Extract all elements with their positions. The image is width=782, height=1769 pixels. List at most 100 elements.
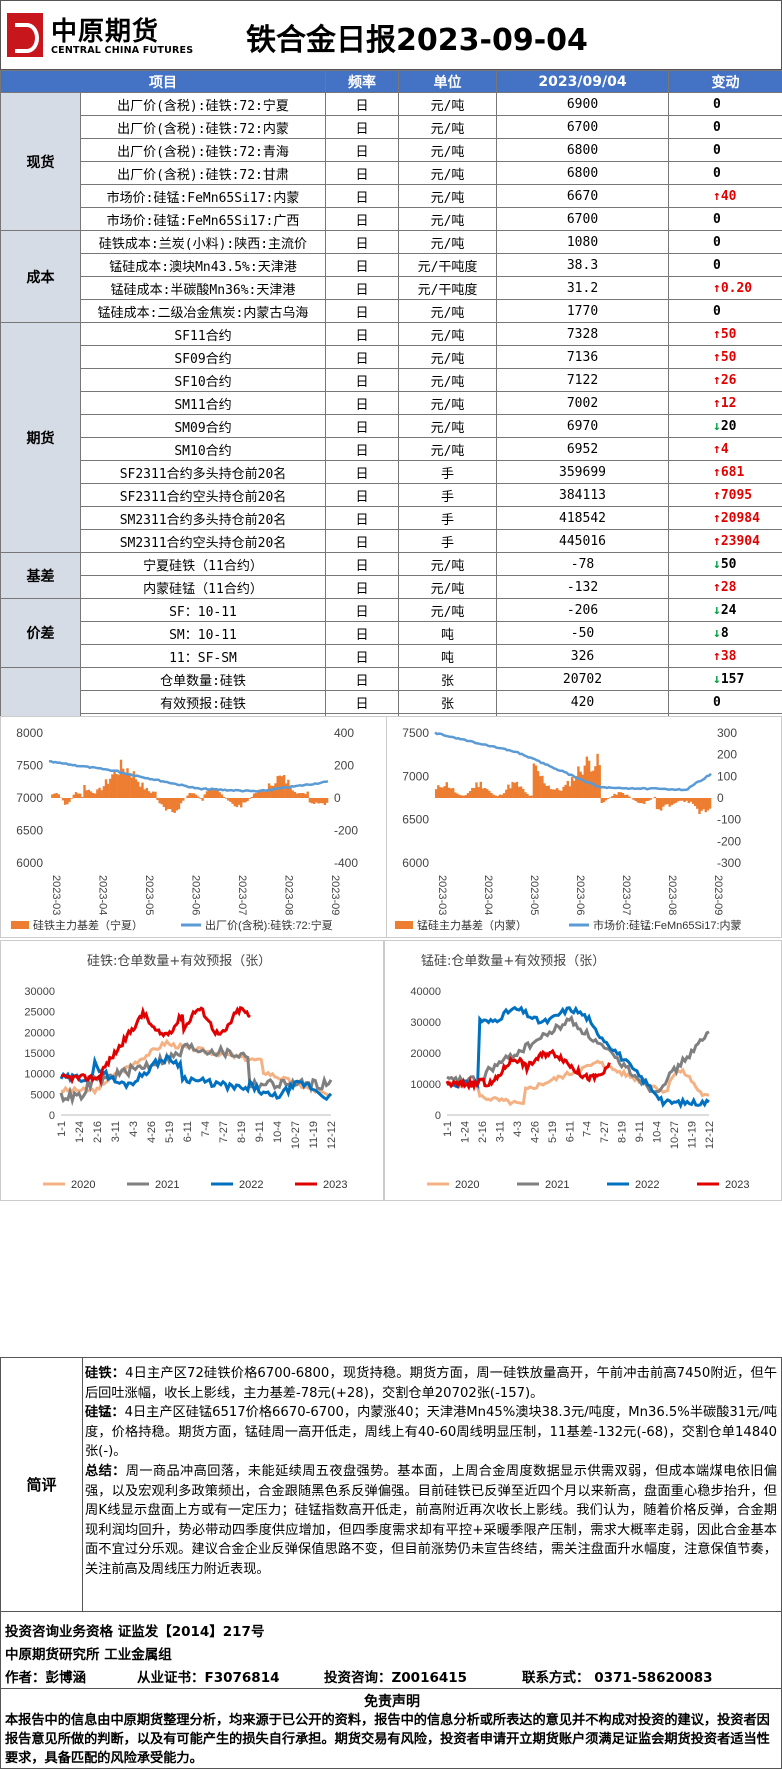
basis-bar xyxy=(177,798,181,810)
basis-bar xyxy=(632,798,635,800)
row-item-text: SM2311合约多头持仓前20名 xyxy=(119,512,287,528)
x-tick-label: 8-19 xyxy=(236,1121,248,1143)
basis-bar xyxy=(437,785,440,798)
basis-bar xyxy=(175,798,178,811)
basis-bar xyxy=(568,786,572,798)
y-tick-label: 0 xyxy=(435,1110,441,1122)
basis-bar xyxy=(91,793,95,798)
row-freq: 日 xyxy=(325,414,399,438)
basis-bar xyxy=(613,793,616,798)
basis-bar xyxy=(445,782,448,798)
basis-bar xyxy=(218,792,221,798)
row-freq: 日 xyxy=(325,552,399,576)
row-change: 0 xyxy=(668,207,782,231)
basis-bar xyxy=(182,798,185,801)
row-change: ↑12 xyxy=(668,391,782,415)
basis-bar xyxy=(636,798,640,803)
row-change-text: 38 xyxy=(720,648,737,664)
basis-bar xyxy=(72,794,75,798)
basis-bar xyxy=(240,798,243,808)
basis-bar xyxy=(126,768,129,798)
row-change-text: 50 xyxy=(720,349,737,365)
basis-bar xyxy=(154,791,157,798)
row-change: 0 xyxy=(668,115,782,139)
x-tick-label: 9-11 xyxy=(254,1121,266,1142)
basis-bar xyxy=(179,798,183,804)
y-tick-label: 6500 xyxy=(16,824,43,838)
table-row: 期货 SF11合约日元/吨 7328 ↑50 xyxy=(0,322,782,553)
basis-bar xyxy=(304,794,307,798)
row-change-text: 681 xyxy=(720,464,745,480)
basis-bar xyxy=(210,788,213,798)
series-line xyxy=(446,1014,710,1094)
x-tick-label: 11-19 xyxy=(687,1121,699,1148)
basis-bar xyxy=(657,798,661,810)
row-value: -78 xyxy=(496,552,669,576)
legend-label: 2021 xyxy=(545,1179,569,1191)
logo-text-en: CENTRAL CHINA FUTURES xyxy=(51,45,194,56)
legend-label: 2021 xyxy=(155,1179,179,1191)
basis-bar xyxy=(248,798,251,799)
row-unit-text: 元/吨 xyxy=(430,144,465,160)
table-row: 价差 SF：10-11 日元/吨 -206 ↓24 xyxy=(0,598,782,668)
row-value: 6952 xyxy=(496,437,669,461)
basis-bar xyxy=(250,796,254,798)
basis-bar xyxy=(79,793,82,798)
row-value: 6700 xyxy=(496,207,669,231)
basis-bar xyxy=(106,783,110,798)
row-value: 420 xyxy=(496,690,669,714)
arrow-up-icon: ↑ xyxy=(713,648,721,664)
header-date: 2023/09/04 xyxy=(496,70,669,93)
group-label: 期货 xyxy=(0,322,81,553)
row-unit-text: 元/吨 xyxy=(430,374,465,390)
basis-bar xyxy=(462,795,465,798)
commentary-section: 简评 硅铁：4日主产区72硅铁价格6700-6800，现货持稳。期货方面，周一硅… xyxy=(0,1357,782,1612)
cert-no: 从业证书：F3076814 xyxy=(137,1670,280,1686)
row-value-text: 6700 xyxy=(566,119,599,135)
footer-info: 投资咨询业务资格 证监发【2014】217号 中原期货研究所 工业金属组 作者：… xyxy=(0,1612,782,1689)
row-value-text: 7002 xyxy=(566,395,599,411)
row-value-text: -50 xyxy=(570,625,595,641)
basis-bar xyxy=(600,798,603,803)
row-value-text: 7122 xyxy=(566,372,599,388)
basis-bar xyxy=(149,792,153,798)
basis-bar xyxy=(212,788,215,798)
basis-bar xyxy=(617,792,620,798)
row-value: 445016 xyxy=(496,529,669,553)
row-value: 6900 xyxy=(496,92,669,116)
basis-bar xyxy=(498,794,502,798)
chart-sm-basis: 7500 7000 6500 6000 300 200 100 0 -100 -200 -300 20… xyxy=(386,716,782,938)
x-tick-label: 5-19 xyxy=(547,1121,559,1143)
basis-bar xyxy=(259,790,262,798)
basis-bar xyxy=(214,788,217,798)
row-freq-text: 日 xyxy=(355,236,369,252)
row-change: 0 xyxy=(668,253,782,277)
row-freq: 日 xyxy=(325,598,399,622)
x-tick-label: 4-3 xyxy=(128,1121,140,1137)
basis-bar xyxy=(237,798,241,805)
row-item: 市场价:硅锰:FeMn65Si17:广西 xyxy=(80,207,326,231)
row-change: ↑50 xyxy=(668,322,782,346)
row-freq-text: 日 xyxy=(355,673,369,689)
arrow-up-icon: ↑ xyxy=(713,395,721,411)
basis-bar xyxy=(602,798,606,803)
row-value-text: -132 xyxy=(566,579,599,595)
table-row: 锰硅成本:澳块Mn43.5%:天津港 日 元/干吨度 38.3 0 xyxy=(1,253,782,277)
sm-commentary: 4日主产区硅锰6517价格6670-6700，内蒙涨40；天津港Mn45%澳块3… xyxy=(85,1405,778,1460)
table-row: 出厂价(含税):硅铁:72:内蒙 日 元/吨 6700 0 xyxy=(1,115,782,139)
row-change-text: 23904 xyxy=(720,533,760,549)
table-row: SF10合约 日 元/吨 7122 ↑26 xyxy=(1,368,782,392)
x-tick-label: 2023-05 xyxy=(143,875,155,915)
basis-bar xyxy=(539,776,542,798)
basis-bar xyxy=(698,798,701,814)
row-unit: 元/干吨度 xyxy=(398,253,497,277)
consult-no: 投资咨询：Z0016415 xyxy=(324,1670,468,1686)
basis-bar xyxy=(100,790,103,798)
row-item-text: SF：10-11 xyxy=(169,604,237,620)
basis-bar xyxy=(492,794,495,798)
row-unit-text: 元/吨 xyxy=(430,581,465,597)
table-row: 市场价:硅锰:FeMn65Si17:广西 日 元/吨 6700 0 xyxy=(1,207,782,231)
basis-bar xyxy=(500,794,504,798)
x-tick-label: 10-4 xyxy=(652,1121,664,1143)
basis-bar xyxy=(458,794,461,798)
